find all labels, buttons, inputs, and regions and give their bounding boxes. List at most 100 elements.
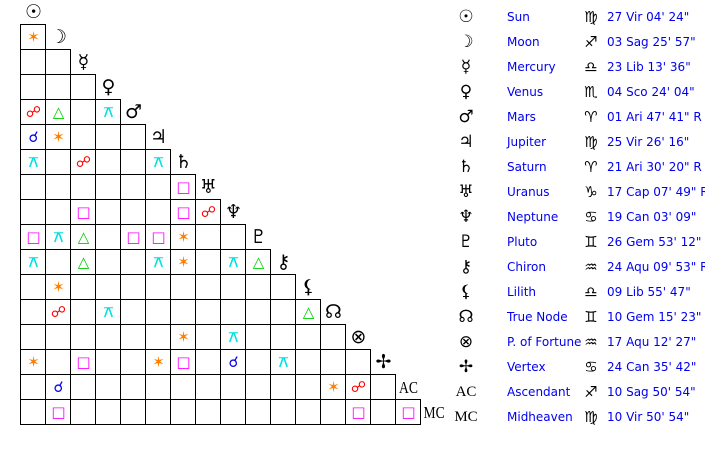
conjunction-icon: ☌ (53, 378, 64, 396)
aspect-cell (95, 174, 121, 200)
aspect-cell (220, 274, 246, 300)
square-icon: □ (176, 178, 191, 196)
planet-name: Moon (507, 35, 540, 49)
aspect-cell (95, 274, 121, 300)
aspect-cell (245, 324, 271, 350)
aspect-cell (70, 324, 96, 350)
ascendant-icon: AC (455, 384, 477, 400)
sextile-icon: ✶ (177, 228, 190, 246)
planet-name: Chiron (507, 260, 546, 274)
mercury-icon: ☿ (77, 51, 90, 73)
planet-position: 10 Vir 50' 54" (607, 410, 690, 424)
aspect-cell (95, 124, 121, 150)
square-icon: □ (351, 403, 366, 421)
aspect-cell (20, 74, 46, 100)
planet-name: Sun (507, 10, 530, 24)
zodiac-sign-icon: ♍ (584, 133, 598, 151)
zodiac-sign-icon: ♋ (584, 208, 598, 226)
zodiac-sign-icon: ♊ (584, 308, 598, 326)
aspect-cell (95, 199, 121, 225)
sextile-icon: ✶ (52, 128, 65, 146)
planet-position: 03 Sag 25' 57" (607, 35, 696, 49)
moon-icon: ☽ (458, 32, 474, 52)
quincunx-icon: ⚻ (103, 303, 114, 321)
aspect-cell (120, 324, 146, 350)
sextile-icon: ✶ (177, 328, 190, 346)
aspect-grid: ☉ ☽ ☿ ♀ ♂ ♃ ♄ ♅ ♆ ♇ ⚷ ⚸ ☊ ⊗ ✢ AC MC ✶ ☍ △ ⚻ ☌ ✶ ⚻ ☍ ⚻ □ □ □ ☍ □ ⚻ △ □ □ ✶ ⚻ △… (20, 1, 445, 425)
opposition-icon: ☍ (350, 378, 367, 396)
square-icon: □ (26, 228, 41, 246)
aspect-cell (145, 374, 171, 400)
planet-position: 09 Lib 55' 47" (607, 285, 691, 299)
aspect-cell (195, 399, 221, 425)
aspect-cell (70, 374, 96, 400)
aspect-cell (120, 399, 146, 425)
aspect-cell (20, 274, 46, 300)
planet-position: 19 Can 03' 09" (607, 210, 697, 224)
planet-row-lilith: ⚸ Lilith ♎ 09 Lib 55' 47" (450, 280, 705, 305)
aspect-cell (395, 399, 421, 425)
planet-name: Venus (507, 85, 544, 99)
aspect-cell (370, 399, 396, 425)
planet-positions-list: ☉ Sun ♍ 27 Vir 04' 24" ☽ Moon ♐ 03 Sag 25' 57" ☿… (450, 0, 705, 450)
trine-icon: △ (77, 253, 90, 271)
midheaven-icon: MC (423, 403, 445, 422)
planet-position: 27 Vir 04' 24" (607, 10, 690, 24)
aspect-cell (45, 199, 71, 225)
sextile-icon: ✶ (27, 28, 40, 46)
lilith-icon: ⚸ (301, 276, 316, 298)
planet-row-true-node: ☊ True Node ♊ 10 Gem 15' 23" R (450, 305, 705, 330)
sun-icon: ☉ (24, 1, 43, 23)
neptune-icon: ♆ (224, 201, 243, 223)
aspect-cell (20, 324, 46, 350)
zodiac-sign-icon: ♎ (584, 58, 598, 76)
pluto-icon: ♇ (458, 232, 474, 252)
aspect-cell (95, 349, 121, 375)
conjunction-icon: ☌ (228, 353, 239, 371)
planet-row-midheaven: MC Midheaven ♍ 10 Vir 50' 54" (450, 405, 705, 430)
zodiac-sign-icon: ♋ (584, 358, 598, 376)
aspect-cell (20, 374, 46, 400)
uranus-icon: ♅ (458, 182, 474, 202)
aspect-cell (295, 399, 321, 425)
aspect-cell (220, 374, 246, 400)
zodiac-sign-icon: ♎ (584, 283, 598, 301)
chiron-icon: ⚷ (459, 257, 473, 277)
planet-row-neptune: ♆ Neptune ♋ 19 Can 03' 09" (450, 205, 705, 230)
aspect-cell (270, 399, 296, 425)
aspect-cell (245, 374, 271, 400)
aspect-cell (220, 224, 246, 250)
planet-name: Neptune (507, 210, 559, 224)
planet-name: Vertex (507, 360, 546, 374)
planet-row-mars: ♂ Mars ♈ 01 Ari 47' 41" R (450, 105, 705, 130)
aspect-cell (20, 399, 46, 425)
aspect-cell (320, 399, 346, 425)
aspect-cell (220, 299, 246, 325)
aspect-cell (145, 274, 171, 300)
aspect-cell (120, 274, 146, 300)
aspect-cell (20, 174, 46, 200)
aspect-cell (195, 374, 221, 400)
aspect-cell (145, 299, 171, 325)
jupiter-icon: ♃ (458, 132, 474, 152)
ascendant-icon: AC (399, 378, 418, 397)
planet-position: 25 Vir 26' 16" (607, 135, 690, 149)
aspect-cell (270, 274, 296, 300)
aspect-cell (95, 324, 121, 350)
aspect-cell (45, 324, 71, 350)
aspect-cell (20, 49, 46, 75)
planet-name: P. of Fortune (507, 335, 582, 349)
aspect-cell (20, 299, 46, 325)
uranus-icon: ♅ (199, 176, 218, 198)
aspect-cell (170, 274, 196, 300)
aspect-cell (270, 299, 296, 325)
aspect-cell (95, 249, 121, 275)
planet-row-ascendant: AC Ascendant ♐ 10 Sag 50' 54" (450, 380, 705, 405)
planet-row-venus: ♀ Venus ♏ 04 Sco 24' 04" (450, 80, 705, 105)
square-icon: □ (126, 228, 141, 246)
moon-icon: ☽ (49, 26, 68, 48)
planet-position: 24 Aqu 09' 53" R (607, 260, 705, 274)
aspect-cell (345, 349, 371, 375)
saturn-icon: ♄ (458, 157, 474, 177)
saturn-icon: ♄ (174, 151, 193, 173)
